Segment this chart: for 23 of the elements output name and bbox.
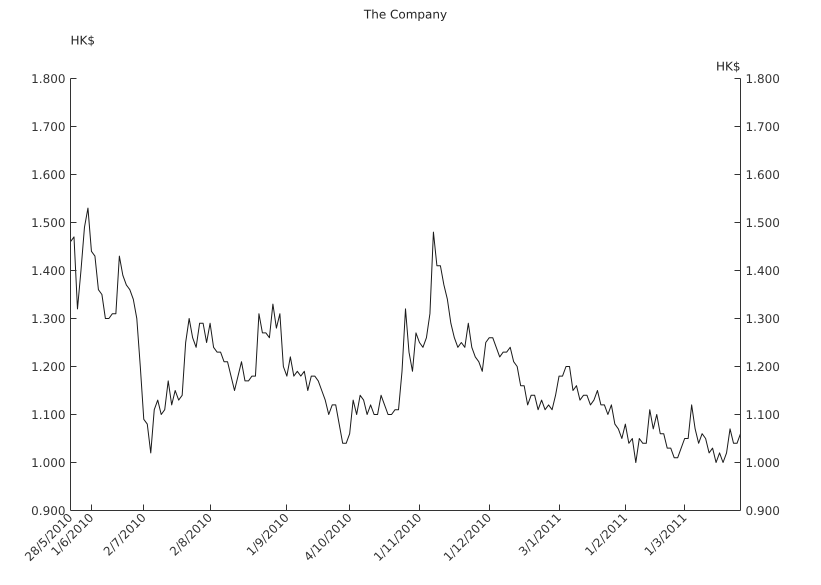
y-tick-label: 1.700 [31,120,66,134]
y-tick-label: 1.000 [31,456,66,470]
y2-tick-label: 1.500 [746,216,780,230]
y2-tick-label: 1.600 [746,168,780,182]
y-tick-label: 1.100 [31,408,66,422]
y2-tick-label: 1.700 [746,120,780,134]
y2-tick-label: 0.900 [746,504,780,518]
chart-title: The Company [362,8,448,22]
y-tick-label: 1.800 [31,72,66,86]
y-tick-label: 1.500 [31,216,66,230]
y-tick-label: 1.300 [31,312,66,326]
y2-tick-label: 1.800 [746,72,780,86]
line-series [70,208,740,463]
y2-axis-title: HK$ [716,60,741,74]
y-tick-label: 1.200 [31,360,66,374]
y2-tick-label: 1.400 [746,264,780,278]
y-axis-title: HK$ [70,34,96,48]
y2-tick-label: 1.100 [746,408,780,422]
y2-tick-label: 1.300 [746,312,780,326]
y2-tick-label: 1.200 [746,360,780,374]
y2-tick-label: 1.000 [746,456,780,470]
y-tick-label: 1.600 [31,168,66,182]
y-tick-label: 1.400 [31,264,66,278]
